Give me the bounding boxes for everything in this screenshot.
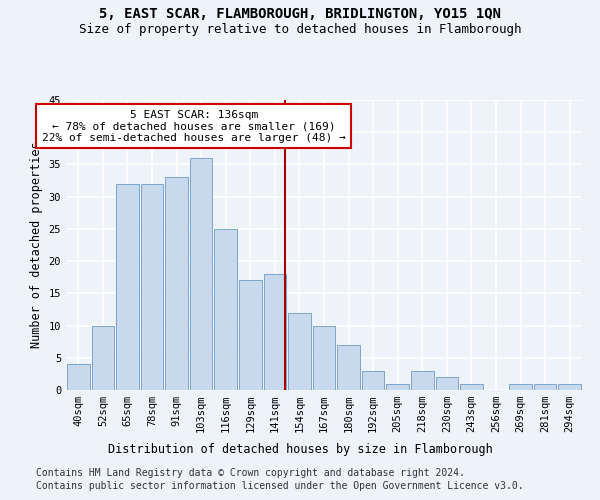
Text: Contains HM Land Registry data © Crown copyright and database right 2024.: Contains HM Land Registry data © Crown c… (36, 468, 465, 477)
Bar (386, 384, 409, 390)
Bar (190, 158, 212, 390)
Bar (559, 384, 581, 390)
Text: Distribution of detached houses by size in Flamborough: Distribution of detached houses by size … (107, 442, 493, 456)
Y-axis label: Number of detached properties: Number of detached properties (30, 142, 43, 348)
Bar (411, 370, 434, 390)
Bar (313, 326, 335, 390)
Bar (436, 377, 458, 390)
Bar (140, 184, 163, 390)
Text: Contains public sector information licensed under the Open Government Licence v3: Contains public sector information licen… (36, 481, 524, 491)
Bar (214, 229, 237, 390)
Bar (165, 178, 188, 390)
Bar (263, 274, 286, 390)
Bar (116, 184, 139, 390)
Bar (288, 312, 311, 390)
Bar (92, 326, 114, 390)
Text: 5 EAST SCAR: 136sqm
← 78% of detached houses are smaller (169)
22% of semi-detac: 5 EAST SCAR: 136sqm ← 78% of detached ho… (42, 110, 346, 143)
Bar (534, 384, 556, 390)
Bar (460, 384, 483, 390)
Bar (67, 364, 89, 390)
Bar (239, 280, 262, 390)
Bar (362, 370, 385, 390)
Text: Size of property relative to detached houses in Flamborough: Size of property relative to detached ho… (79, 22, 521, 36)
Bar (337, 345, 360, 390)
Text: 5, EAST SCAR, FLAMBOROUGH, BRIDLINGTON, YO15 1QN: 5, EAST SCAR, FLAMBOROUGH, BRIDLINGTON, … (99, 8, 501, 22)
Bar (509, 384, 532, 390)
